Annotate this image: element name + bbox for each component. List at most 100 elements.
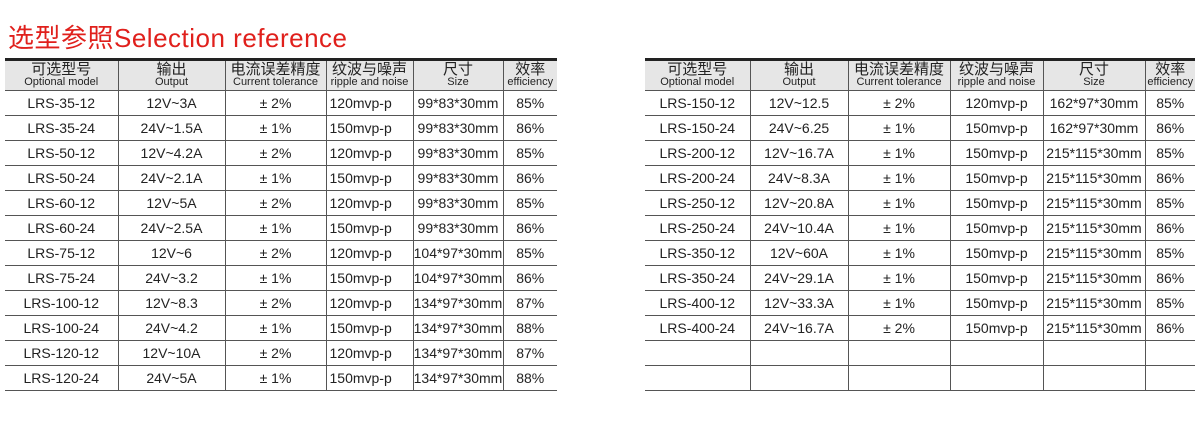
header-cn: 电流误差精度 [230, 60, 321, 78]
cell-size: 134*97*30mm [412, 340, 504, 366]
cell-model: LRS-250-12 [645, 190, 751, 216]
table-row: LRS-200-12 12V~16.7A ± 1% 150mvp-p 215*115*3… [645, 140, 1195, 166]
cell-output: 12V~12.5 [749, 90, 849, 116]
cell-ripple-noise [949, 365, 1044, 391]
cell-model: LRS-35-24 [5, 115, 119, 141]
cell-size: 215*115*30mm [1042, 265, 1146, 291]
cell-model: LRS-250-24 [645, 215, 751, 241]
cell-current-tolerance: ± 1% [847, 115, 951, 141]
cell-ripple-noise: 120mvp-p [325, 190, 414, 216]
cell-model: LRS-150-24 [645, 115, 751, 141]
cell-efficiency: 86% [1144, 115, 1195, 141]
column-header-current-tolerance: 电流误差精度 Current tolerance [224, 59, 327, 91]
header-en: efficiency [1147, 75, 1194, 88]
cell-efficiency: 86% [502, 265, 557, 291]
header-cn: 电流误差精度 [853, 60, 944, 78]
cell-output: 24V~1.5A [117, 115, 226, 141]
column-header-output: 输出 Output [749, 59, 849, 91]
cell-size: 99*83*30mm [412, 190, 504, 216]
cell-efficiency: 85% [502, 190, 557, 216]
cell-output: 12V~20.8A [749, 190, 849, 216]
header-en: Output [154, 75, 189, 88]
header-cn: 输出 [156, 60, 187, 78]
header-cn: 尺寸 [442, 60, 473, 78]
table-row: LRS-350-12 12V~60A ± 1% 150mvp-p 215*115*30m… [645, 240, 1195, 266]
cell-current-tolerance [847, 340, 951, 366]
cell-efficiency: 85% [1144, 190, 1195, 216]
table-row: LRS-35-12 12V~3A ± 2% 120mvp-p 99*83*30mm 85% [5, 90, 557, 116]
cell-size: 104*97*30mm [412, 240, 504, 266]
cell-size: 134*97*30mm [412, 365, 504, 391]
cell-efficiency: 86% [1144, 215, 1195, 241]
cell-efficiency: 85% [1144, 140, 1195, 166]
cell-efficiency: 85% [502, 90, 557, 116]
selection-table-left: 可选型号 Optional model 输出 Output 电流误差精度 Current … [5, 58, 557, 391]
cell-current-tolerance: ± 2% [224, 340, 327, 366]
header-en: Output [782, 75, 816, 88]
cell-ripple-noise: 150mvp-p [949, 115, 1044, 141]
table-row: LRS-120-12 12V~10A ± 2% 120mvp-p 134*97*30mm… [5, 340, 557, 366]
table-row: LRS-120-24 24V~5A ± 1% 150mvp-p 134*97*30mm 8… [5, 365, 557, 391]
cell-output: 24V~2.5A [117, 215, 226, 241]
cell-output: 12V~3A [117, 90, 226, 116]
cell-efficiency: 86% [1144, 165, 1195, 191]
table-row: LRS-200-24 24V~8.3A ± 1% 150mvp-p 215*115*30… [645, 165, 1195, 191]
cell-ripple-noise: 150mvp-p [325, 265, 414, 291]
cell-efficiency [1144, 365, 1195, 391]
cell-model: LRS-400-24 [645, 315, 751, 341]
cell-ripple-noise: 150mvp-p [325, 315, 414, 341]
cell-model [645, 365, 751, 391]
table-row: LRS-400-24 24V~16.7A ± 2% 150mvp-p 215*115*3… [645, 315, 1195, 341]
cell-ripple-noise: 150mvp-p [949, 165, 1044, 191]
column-header-current-tolerance: 电流误差精度 Current tolerance [847, 59, 951, 91]
header-en: Optional model [660, 75, 735, 88]
table-row: LRS-50-24 24V~2.1A ± 1% 150mvp-p 99*83*30mm 8… [5, 165, 557, 191]
cell-model: LRS-120-24 [5, 365, 119, 391]
cell-ripple-noise: 120mvp-p [325, 140, 414, 166]
table-row: LRS-250-12 12V~20.8A ± 1% 150mvp-p 215*115*3… [645, 190, 1195, 216]
header-row: 可选型号 Optional model 输出 Output 电流误差精度 Current … [645, 59, 1195, 91]
cell-output: 24V~16.7A [749, 315, 849, 341]
column-header-ripple-noise: 纹波与噪声 ripple and noise [949, 59, 1044, 91]
cell-output: 12V~4.2A [117, 140, 226, 166]
cell-output: 24V~2.1A [117, 165, 226, 191]
cell-efficiency: 85% [1144, 240, 1195, 266]
cell-size: 99*83*30mm [412, 215, 504, 241]
cell-output: 12V~10A [117, 340, 226, 366]
column-header-output: 输出 Output [117, 59, 226, 91]
cell-current-tolerance: ± 2% [224, 90, 327, 116]
cell-model: LRS-200-12 [645, 140, 751, 166]
cell-size: 162*97*30mm [1042, 115, 1146, 141]
cell-current-tolerance: ± 1% [847, 190, 951, 216]
cell-efficiency: 86% [502, 115, 557, 141]
header-cn: 输出 [783, 60, 814, 78]
table-row: LRS-60-12 12V~5A ± 2% 120mvp-p 99*83*30mm 85% [5, 190, 557, 216]
column-header-size: 尺寸 Size [1042, 59, 1146, 91]
cell-model: LRS-100-24 [5, 315, 119, 341]
cell-model: LRS-60-24 [5, 215, 119, 241]
cell-efficiency: 85% [1144, 290, 1195, 316]
table-row: LRS-75-24 24V~3.2 ± 1% 150mvp-p 104*97*30mm 8… [5, 265, 557, 291]
header-en: Current tolerance [856, 75, 942, 88]
cell-current-tolerance: ± 1% [847, 265, 951, 291]
cell-output: 24V~3.2 [117, 265, 226, 291]
cell-size: 215*115*30mm [1042, 190, 1146, 216]
cell-current-tolerance: ± 1% [224, 165, 327, 191]
cell-size: 134*97*30mm [412, 315, 504, 341]
header-row: 可选型号 Optional model 输出 Output 电流误差精度 Current … [5, 59, 557, 91]
cell-ripple-noise: 120mvp-p [325, 290, 414, 316]
header-en: Size [447, 75, 469, 88]
table-row: LRS-150-24 24V~6.25 ± 1% 150mvp-p 162*97*30m… [645, 115, 1195, 141]
cell-output: 24V~8.3A [749, 165, 849, 191]
cell-current-tolerance: ± 2% [847, 315, 951, 341]
cell-ripple-noise: 150mvp-p [325, 165, 414, 191]
header-en: efficiency [507, 75, 554, 88]
page-title: 选型参照Selection reference [8, 23, 348, 53]
cell-current-tolerance: ± 2% [224, 290, 327, 316]
cell-model: LRS-150-12 [645, 90, 751, 116]
header-en: Current tolerance [233, 75, 318, 88]
cell-output: 12V~6 [117, 240, 226, 266]
cell-ripple-noise: 150mvp-p [325, 215, 414, 241]
column-header-size: 尺寸 Size [412, 59, 504, 91]
cell-current-tolerance: ± 2% [224, 240, 327, 266]
